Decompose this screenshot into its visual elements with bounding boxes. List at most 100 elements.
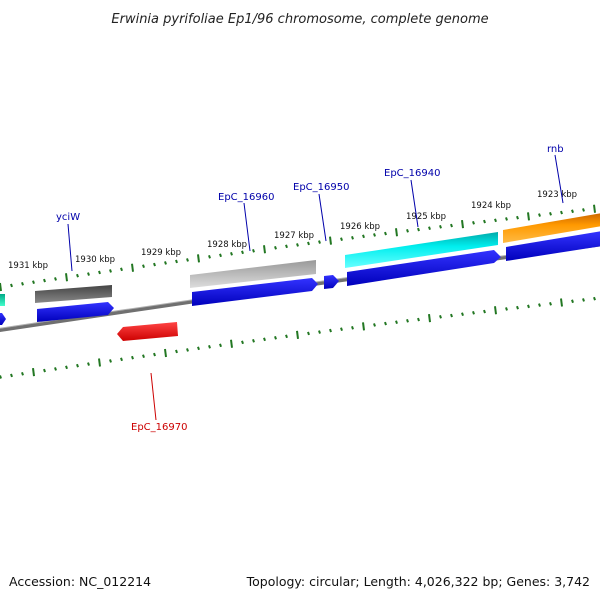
inner-row-minor-tick <box>0 375 2 379</box>
outer-row-minor-tick <box>384 231 387 236</box>
inner-row-minor-tick <box>54 367 57 371</box>
kbp-label-1929: 1929 kbp <box>141 248 181 258</box>
outer-row-major-tick <box>461 220 464 229</box>
outer-row-minor-tick <box>164 261 167 265</box>
map-title: Erwinia pyrifoliae Ep1/96 chromosome, co… <box>111 12 488 27</box>
outer-row-minor-tick <box>560 210 563 215</box>
cds-EpC_16940[interactable] <box>347 250 501 286</box>
inner-row-minor-tick <box>593 296 596 301</box>
inner-row-minor-tick <box>307 331 310 336</box>
gene-EpC_16960[interactable] <box>190 260 316 288</box>
gene-EpC_16940[interactable] <box>345 232 498 268</box>
inner-row-minor-tick <box>76 363 79 368</box>
kbp-label-1925: 1925 kbp <box>406 212 446 222</box>
cds-partial-left[interactable] <box>0 313 6 325</box>
outer-row-major-tick <box>329 236 332 245</box>
outer-row-minor-tick <box>76 273 79 278</box>
kbp-tick-row-inner <box>0 296 596 379</box>
kbp-label-1930: 1930 kbp <box>75 255 115 265</box>
leader-EpC_16950 <box>318 193 327 242</box>
label-EpC_16970[interactable]: EpC_16970 <box>131 422 187 433</box>
cds-EpC_16950[interactable] <box>324 275 339 289</box>
inner-row-major-tick <box>362 322 365 331</box>
inner-row-minor-tick <box>197 346 200 351</box>
label-EpC_16950[interactable]: EpC_16950 <box>293 182 349 193</box>
inner-row-minor-tick <box>450 313 453 318</box>
leader-EpC_16970 <box>150 372 157 421</box>
cds-rnb[interactable] <box>506 231 600 261</box>
inner-row-minor-tick <box>175 349 178 354</box>
gene-rnb[interactable] <box>503 213 600 243</box>
gene-teal-partial[interactable] <box>0 294 5 306</box>
outer-row-minor-tick <box>153 262 156 267</box>
inner-row-minor-tick <box>87 362 90 366</box>
label-EpC_16960[interactable]: EpC_16960 <box>218 192 274 203</box>
inner-row-minor-tick <box>43 368 46 373</box>
outer-row-minor-tick <box>230 251 233 256</box>
kbp-label-1924: 1924 kbp <box>471 201 511 211</box>
label-EpC_16940[interactable]: EpC_16940 <box>384 168 440 179</box>
kbp-tick-row-outer <box>0 204 596 292</box>
inner-row-minor-tick <box>582 298 585 302</box>
kbp-label-1923: 1923 kbp <box>537 190 577 200</box>
label-yciW[interactable]: yciW <box>56 212 80 223</box>
inner-row-minor-tick <box>65 365 68 370</box>
outer-row-minor-tick <box>109 269 112 273</box>
outer-row-major-tick <box>0 282 2 292</box>
outer-row-minor-tick <box>318 240 321 244</box>
kbp-label-1931: 1931 kbp <box>8 261 48 271</box>
inner-row-minor-tick <box>373 323 376 327</box>
outer-row-minor-tick <box>439 225 442 229</box>
outer-row-major-tick <box>197 254 200 263</box>
inner-row-minor-tick <box>417 317 420 322</box>
gene-labels: yciW EpC_16960 EpC_16950 EpC_16940 rnb E… <box>56 144 564 433</box>
inner-row-minor-tick <box>252 338 255 343</box>
inner-row-major-tick <box>164 348 167 358</box>
inner-row-minor-tick <box>263 337 266 342</box>
gene-yciW[interactable] <box>35 285 112 303</box>
outer-row-minor-tick <box>296 243 299 247</box>
inner-row-major-tick <box>98 358 101 367</box>
outer-row-minor-tick <box>483 219 486 224</box>
outer-row-minor-tick <box>450 223 453 228</box>
outer-row-minor-tick <box>571 209 574 214</box>
inner-row-minor-tick <box>406 319 409 323</box>
inner-row-major-tick <box>32 368 35 377</box>
inner-row-minor-tick <box>21 371 24 376</box>
outer-row-minor-tick <box>87 272 90 276</box>
leader-EpC_16960 <box>243 202 251 252</box>
inner-row-minor-tick <box>505 307 508 311</box>
outer-row-minor-tick <box>285 244 288 249</box>
leader-EpC_16940 <box>410 179 419 228</box>
inner-row-minor-tick <box>120 357 123 362</box>
outer-row-minor-tick <box>516 215 519 220</box>
outer-row-minor-tick <box>428 226 431 230</box>
outer-row-major-tick <box>131 263 134 272</box>
inner-row-minor-tick <box>549 301 552 306</box>
outer-row-minor-tick <box>307 241 310 246</box>
inner-row-minor-tick <box>186 348 189 352</box>
outer-row-minor-tick <box>175 259 178 264</box>
label-rnb[interactable]: rnb <box>547 144 564 155</box>
accession-label: Accession: NC_012214 <box>9 574 151 589</box>
outer-row-minor-tick <box>10 283 13 288</box>
outer-row-minor-tick <box>417 227 420 232</box>
cds-EpC_16960[interactable] <box>192 278 318 306</box>
outer-row-minor-tick <box>406 229 409 233</box>
label-leaders <box>67 154 564 421</box>
inner-row-minor-tick <box>329 328 332 333</box>
cds-yciW[interactable] <box>37 302 114 322</box>
cds-track <box>0 231 600 325</box>
outer-row-minor-tick <box>274 246 277 250</box>
inner-row-minor-tick <box>142 354 145 358</box>
inner-row-minor-tick <box>318 330 321 334</box>
outer-row-minor-tick <box>351 235 354 240</box>
inner-row-minor-tick <box>483 309 486 314</box>
gene-EpC_16970[interactable] <box>117 322 178 341</box>
inner-row-minor-tick <box>384 321 387 326</box>
inner-row-minor-tick <box>109 359 112 363</box>
inner-row-major-tick <box>230 339 233 348</box>
inner-row-minor-tick <box>10 373 13 378</box>
outer-row-minor-tick <box>340 237 343 241</box>
